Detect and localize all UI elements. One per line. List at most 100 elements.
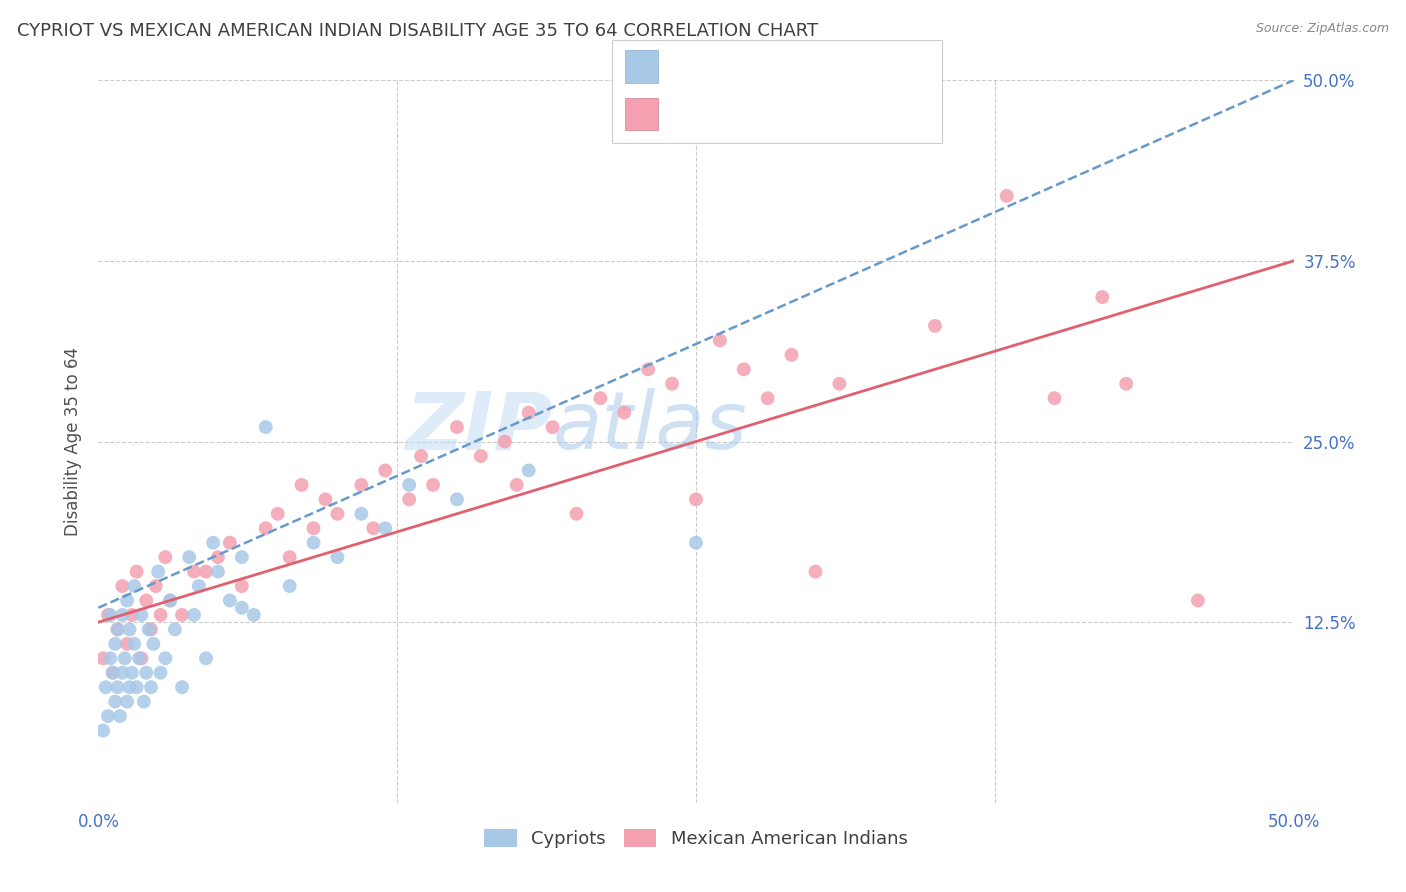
Text: ZIP: ZIP xyxy=(405,388,553,467)
Point xyxy=(98,651,122,665)
Point xyxy=(163,623,186,637)
Text: Source: ZipAtlas.com: Source: ZipAtlas.com xyxy=(1256,22,1389,36)
Point xyxy=(183,565,205,579)
Point xyxy=(159,593,181,607)
Point xyxy=(374,521,396,535)
Point xyxy=(121,665,143,680)
Text: 0.158: 0.158 xyxy=(717,57,765,75)
Point xyxy=(1187,593,1209,607)
Point xyxy=(231,600,253,615)
Point xyxy=(125,565,148,579)
Point xyxy=(118,623,141,637)
Text: 55: 55 xyxy=(844,57,863,75)
Point xyxy=(132,695,155,709)
Point xyxy=(709,334,731,348)
Y-axis label: Disability Age 35 to 64: Disability Age 35 to 64 xyxy=(63,347,82,536)
Point xyxy=(470,449,492,463)
Point xyxy=(91,723,114,738)
Point xyxy=(111,607,134,622)
Point xyxy=(995,189,1018,203)
Point xyxy=(135,665,157,680)
Point xyxy=(219,535,242,549)
Point xyxy=(124,579,146,593)
Point xyxy=(111,579,134,593)
Point xyxy=(159,593,181,607)
Point xyxy=(589,391,612,405)
Point xyxy=(91,651,114,665)
Point xyxy=(302,521,325,535)
Point xyxy=(148,565,170,579)
FancyBboxPatch shape xyxy=(624,97,658,130)
Point xyxy=(125,680,148,694)
Point xyxy=(94,680,117,694)
Point xyxy=(135,593,157,607)
Text: R =: R = xyxy=(671,105,707,123)
Text: N =: N = xyxy=(797,105,834,123)
Text: 0.409: 0.409 xyxy=(717,105,765,123)
Point xyxy=(195,565,218,579)
Point xyxy=(231,550,253,565)
Point xyxy=(350,478,373,492)
Point xyxy=(107,623,129,637)
Point xyxy=(98,607,122,622)
Point xyxy=(254,521,277,535)
Point xyxy=(207,550,229,565)
Point xyxy=(685,492,707,507)
Point xyxy=(326,550,349,565)
Point xyxy=(637,362,659,376)
Point xyxy=(1091,290,1114,304)
Point xyxy=(115,637,138,651)
Point xyxy=(104,695,127,709)
Point xyxy=(517,406,540,420)
Point xyxy=(155,550,177,565)
Point xyxy=(124,637,146,651)
Point xyxy=(661,376,683,391)
Point xyxy=(756,391,779,405)
Point xyxy=(278,550,301,565)
Point xyxy=(138,623,160,637)
Point xyxy=(97,607,120,622)
Point xyxy=(118,680,141,694)
Point xyxy=(398,478,420,492)
Text: N =: N = xyxy=(797,57,834,75)
Point xyxy=(207,565,229,579)
Point xyxy=(494,434,516,449)
Text: CYPRIOT VS MEXICAN AMERICAN INDIAN DISABILITY AGE 35 TO 64 CORRELATION CHART: CYPRIOT VS MEXICAN AMERICAN INDIAN DISAB… xyxy=(17,22,818,40)
Point xyxy=(291,478,314,492)
Point xyxy=(254,420,277,434)
Point xyxy=(115,695,138,709)
Point xyxy=(131,651,153,665)
Point xyxy=(219,593,242,607)
Point xyxy=(172,680,194,694)
Point xyxy=(267,507,290,521)
Point xyxy=(278,579,301,593)
Point xyxy=(108,709,131,723)
Point xyxy=(411,449,433,463)
Point xyxy=(187,579,209,593)
Point xyxy=(101,665,124,680)
Point xyxy=(685,535,707,549)
Point xyxy=(243,607,266,622)
Point xyxy=(733,362,755,376)
Legend: Cypriots, Mexican American Indians: Cypriots, Mexican American Indians xyxy=(477,822,915,855)
Text: 58: 58 xyxy=(844,105,863,123)
Point xyxy=(97,709,120,723)
Point xyxy=(350,507,373,521)
Point xyxy=(398,492,420,507)
Point xyxy=(374,463,396,477)
Point xyxy=(363,521,385,535)
Point xyxy=(128,651,150,665)
Point xyxy=(828,376,851,391)
Point xyxy=(195,651,218,665)
Point xyxy=(183,607,205,622)
Point xyxy=(315,492,337,507)
Point xyxy=(231,579,253,593)
Point xyxy=(924,318,946,333)
Point xyxy=(541,420,564,434)
Point xyxy=(107,680,129,694)
Point xyxy=(107,623,129,637)
Point xyxy=(565,507,588,521)
Point xyxy=(139,680,162,694)
Point xyxy=(1115,376,1137,391)
Point xyxy=(804,565,827,579)
